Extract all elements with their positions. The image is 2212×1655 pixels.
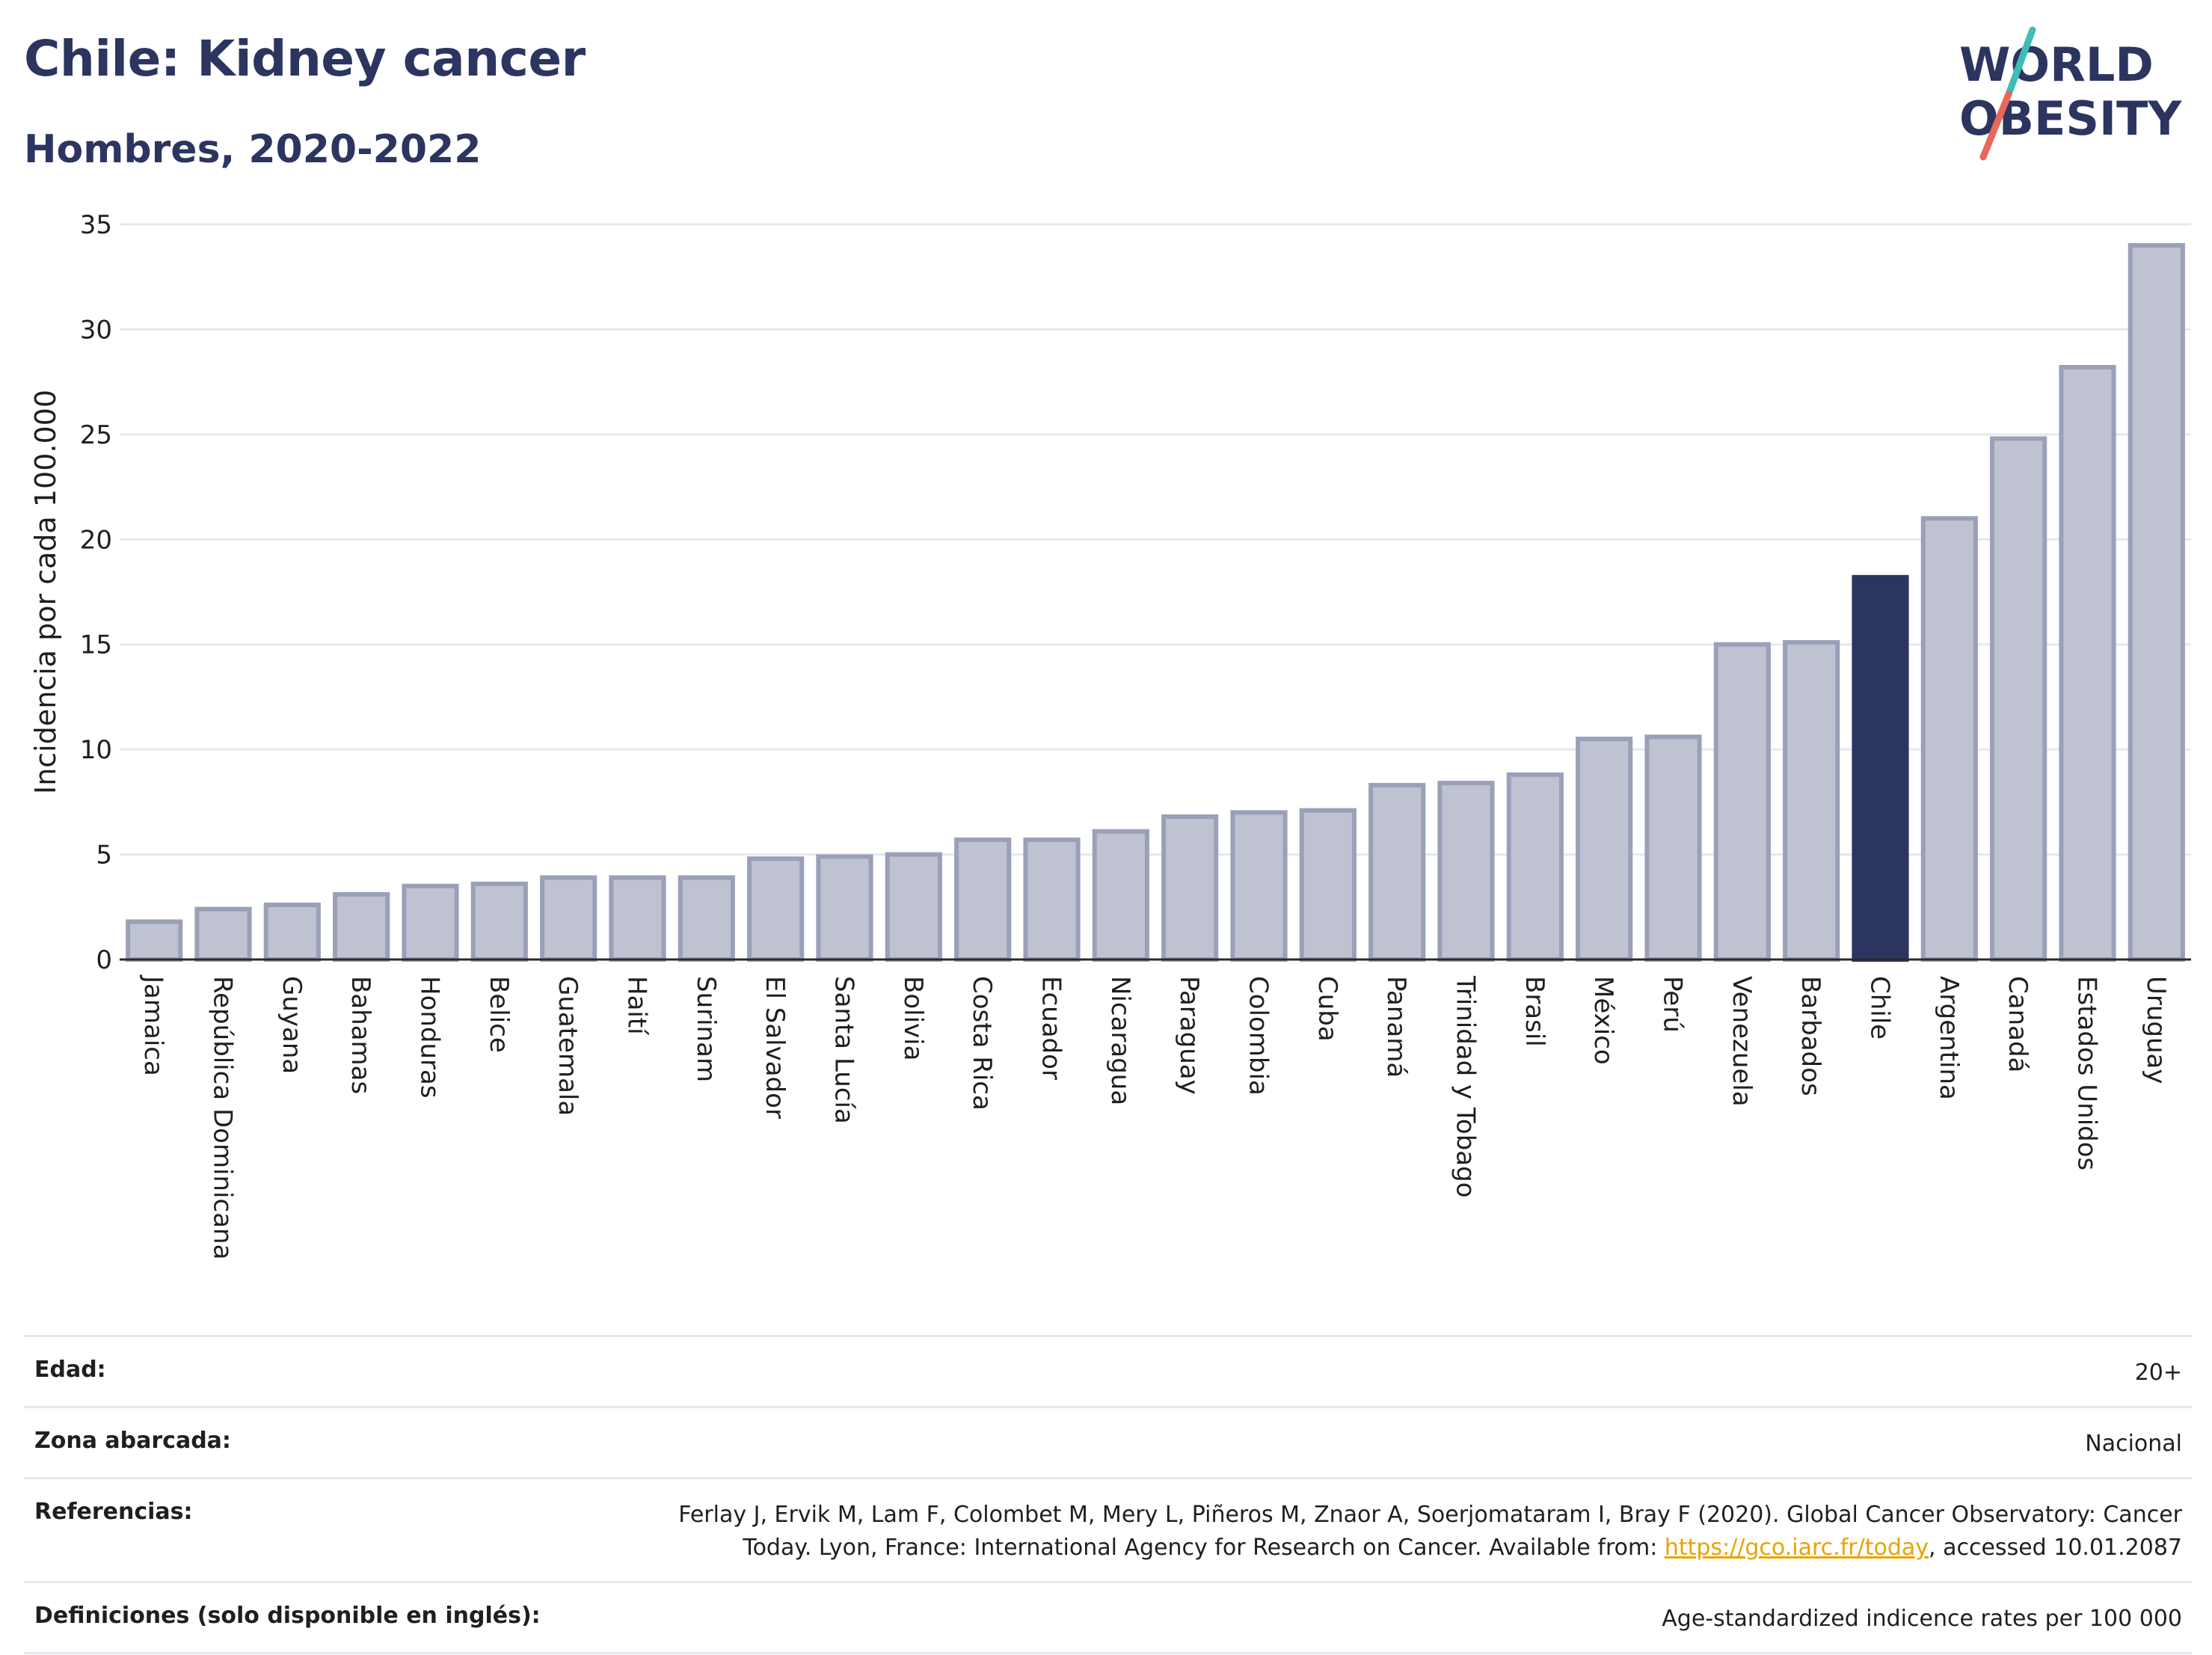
x-tick-label: Colombia (1244, 976, 1274, 1096)
bar-belice (470, 881, 528, 962)
info-label: Definiciones (solo disponible en inglés)… (34, 1603, 541, 1629)
bar-perú (1644, 734, 1702, 962)
x-tick-label: Costa Rica (967, 976, 997, 1111)
bar-honduras (402, 883, 459, 962)
bar-haití (609, 875, 666, 962)
x-tick-label: Panamá (1381, 976, 1411, 1078)
y-tick-label: 15 (80, 630, 112, 660)
bar-uruguay (2127, 243, 2185, 962)
reference-line2: Today. Lyon, France: International Agenc… (743, 1535, 1665, 1561)
info-label: Referencias: (34, 1499, 193, 1525)
y-tick-label: 25 (80, 420, 112, 450)
x-tick-label: Honduras (415, 976, 445, 1099)
info-value: 20+ (2134, 1360, 2182, 1386)
x-tick-label: Nicaragua (1105, 976, 1135, 1105)
x-tick-label: Guyana (277, 976, 307, 1074)
x-tick-label: Brasil (1520, 976, 1549, 1047)
info-row-zone: Zona abarcada: Nacional (24, 1406, 2193, 1477)
x-tick-label: Cuba (1312, 976, 1342, 1042)
bar-chile (1852, 574, 1909, 962)
world-obesity-logo: WORLD OBESITY (1959, 26, 2182, 161)
y-tick-label: 35 (80, 210, 112, 240)
bar-cuba (1299, 808, 1357, 962)
bar-jamaica (126, 919, 183, 962)
x-tick-label: Jamaica (138, 974, 168, 1076)
bar-nicaragua (1092, 829, 1149, 962)
info-table: Edad: 20+ Zona abarcada: Nacional Refere… (24, 1335, 2193, 1654)
reference-accessed: , accessed 10.01.2087 (1929, 1535, 2182, 1561)
x-tick-label: Surinam (691, 976, 721, 1082)
bar-ecuador (1023, 837, 1081, 962)
x-tick-label: Uruguay (2141, 976, 2171, 1084)
x-tick-label: Haití (622, 976, 652, 1036)
info-value: Nacional (2085, 1431, 2182, 1457)
bar-guatemala (540, 875, 597, 962)
x-tick-label: Belice (484, 976, 514, 1053)
x-tick-label: El Salvador (760, 976, 790, 1119)
y-axis-title: Incidencia por cada 100.000 (29, 390, 62, 794)
x-tick-label: República Dominicana (208, 976, 238, 1259)
info-row-references: Referencias: Ferlay J, Ervik M, Lam F, C… (24, 1477, 2193, 1581)
bar-panamá (1368, 782, 1426, 962)
x-tick-label: Barbados (1795, 976, 1825, 1096)
x-tick-label: Chile (1865, 976, 1895, 1040)
reference-line1: Ferlay J, Ervik M, Lam F, Colombet M, Me… (678, 1502, 2182, 1528)
bar-república-dominicana (194, 906, 252, 962)
logo-slash-bottom (1979, 90, 2012, 161)
info-value: Age-standardized indicence rates per 100… (1662, 1606, 2182, 1632)
x-tick-label: Trinidad y Tobago (1451, 975, 1481, 1198)
logo-slash-top (2005, 26, 2036, 98)
bar-paraguay (1161, 814, 1219, 962)
x-tick-label: Guatemala (553, 976, 583, 1116)
bar-bahamas (333, 891, 390, 962)
chart-subtitle: Hombres, 2020-2022 (24, 127, 482, 172)
x-tick-label: Venezuela (1727, 976, 1757, 1107)
bar-surinam (678, 875, 735, 962)
x-tick-label: Estados Unidos (2072, 976, 2102, 1170)
x-tick-label: Santa Lucía (829, 976, 859, 1124)
x-tick-label: Canadá (2003, 976, 2033, 1072)
info-row-definitions: Definiciones (solo disponible en inglés)… (24, 1581, 2193, 1654)
bar-santa-lucía (816, 854, 873, 962)
y-tick-label: 10 (80, 735, 112, 765)
x-tick-label: Bolivia (898, 976, 928, 1060)
logo-line1: WORLD (1959, 37, 2154, 92)
x-tick-label: Bahamas (345, 976, 375, 1094)
bar-guyana (263, 902, 321, 962)
bar-costa-rica (954, 837, 1012, 962)
y-tick-label: 0 (96, 945, 112, 975)
x-tick-label: Argentina (1934, 976, 1964, 1100)
bar-chart: 0 5 10 15 20 25 30 35 Incidencia por cada 100.00… (29, 210, 2191, 1259)
info-label: Zona abarcada: (34, 1428, 231, 1454)
bar-trinidad-y-tobago (1437, 781, 1495, 962)
x-tick-label: Perú (1658, 976, 1688, 1033)
bar-estados-unidos (2059, 364, 2116, 962)
y-tick-label: 30 (80, 315, 112, 345)
bar-méxico (1576, 737, 1633, 962)
bar-bolivia (885, 852, 942, 962)
reference-link[interactable]: https://gco.iarc.fr/today (1664, 1535, 1929, 1561)
info-row-age: Edad: 20+ (24, 1335, 2193, 1406)
info-value: Ferlay J, Ervik M, Lam F, Colombet M, Me… (678, 1499, 2182, 1565)
y-tick-label: 20 (80, 525, 112, 555)
bar-brasil (1506, 772, 1564, 962)
x-tick-label: México (1588, 976, 1618, 1065)
bar-el-salvador (747, 856, 805, 962)
bar-canadá (1990, 436, 2047, 962)
info-label: Edad: (34, 1357, 106, 1383)
bar-venezuela (1713, 642, 1771, 962)
x-tick-label: Ecuador (1036, 976, 1066, 1080)
x-tick-label: Paraguay (1174, 976, 1204, 1095)
bar-colombia (1230, 810, 1288, 962)
y-tick-label: 5 (96, 841, 112, 871)
bar-argentina (1920, 516, 1978, 962)
bar-barbados (1783, 639, 1840, 962)
chart-title: Chile: Kidney cancer (24, 30, 586, 87)
